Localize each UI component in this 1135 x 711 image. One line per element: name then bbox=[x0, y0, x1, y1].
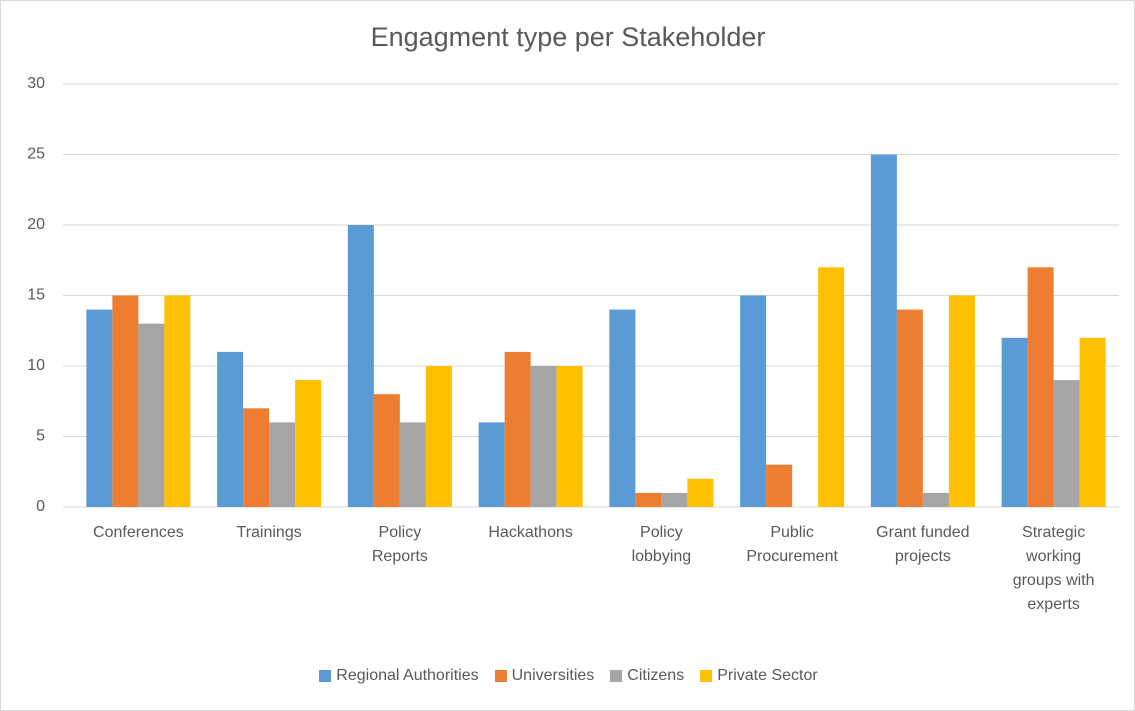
bar bbox=[504, 351, 531, 507]
y-tick-label: 30 bbox=[27, 75, 45, 92]
y-tick-label: 20 bbox=[27, 216, 45, 233]
bar bbox=[399, 422, 426, 507]
x-tick-label: Conferences bbox=[93, 524, 184, 541]
x-tick-label: Policy lobbying bbox=[631, 524, 692, 565]
x-tick-label: Public Procurement bbox=[746, 524, 838, 565]
legend-item: Citizens bbox=[610, 667, 684, 685]
bar bbox=[1079, 337, 1106, 507]
bar bbox=[948, 295, 975, 507]
legend-swatch bbox=[700, 670, 713, 682]
bar bbox=[478, 422, 505, 507]
bar bbox=[766, 464, 793, 507]
bar bbox=[112, 295, 139, 507]
x-tick-label: Trainings bbox=[236, 524, 302, 541]
bar bbox=[609, 309, 636, 507]
bar bbox=[922, 492, 949, 507]
bar bbox=[295, 380, 322, 507]
bar bbox=[896, 309, 923, 507]
bar bbox=[870, 154, 897, 507]
legend-swatch bbox=[610, 670, 623, 682]
bar bbox=[138, 323, 165, 507]
bar bbox=[1027, 267, 1054, 507]
bar bbox=[635, 492, 662, 507]
legend-label: Regional Authorities bbox=[336, 667, 479, 684]
legend-item: Regional Authorities bbox=[319, 667, 479, 685]
bar bbox=[86, 309, 113, 507]
legend-item: Universities bbox=[494, 667, 595, 685]
legend-label: Universities bbox=[511, 667, 595, 684]
legend-item: Private Sector bbox=[700, 667, 818, 685]
bar bbox=[661, 492, 688, 507]
legend-swatch bbox=[319, 670, 332, 682]
x-tick-label: Grant funded projects bbox=[876, 524, 970, 565]
bar bbox=[217, 351, 244, 507]
bar bbox=[425, 366, 452, 507]
x-tick-label: Strategic working groups with experts bbox=[1012, 524, 1095, 613]
legend-swatch bbox=[494, 670, 507, 682]
y-tick-label: 5 bbox=[36, 428, 45, 445]
bar bbox=[818, 267, 845, 507]
bar bbox=[373, 394, 400, 507]
bar bbox=[1001, 337, 1028, 507]
bar bbox=[347, 225, 374, 507]
bar bbox=[687, 478, 714, 507]
bar bbox=[556, 366, 583, 507]
bar bbox=[243, 408, 270, 507]
bar bbox=[1053, 380, 1080, 507]
x-tick-label: Policy Reports bbox=[371, 524, 428, 565]
bar bbox=[740, 295, 767, 507]
legend-label: Citizens bbox=[627, 667, 685, 684]
legend: Regional Authorities Universities Citizens… bbox=[1, 667, 1134, 685]
y-tick-label: 15 bbox=[27, 287, 45, 304]
x-tick-label: Hackathons bbox=[488, 524, 573, 541]
bar bbox=[164, 295, 191, 507]
y-tick-label: 0 bbox=[36, 498, 45, 515]
y-tick-label: 25 bbox=[27, 146, 45, 163]
bar bbox=[530, 366, 557, 507]
bar bbox=[269, 422, 296, 507]
y-tick-label: 10 bbox=[27, 357, 45, 374]
legend-label: Private Sector bbox=[717, 667, 818, 684]
chart-title: Engagment type per Stakeholder bbox=[371, 22, 766, 52]
